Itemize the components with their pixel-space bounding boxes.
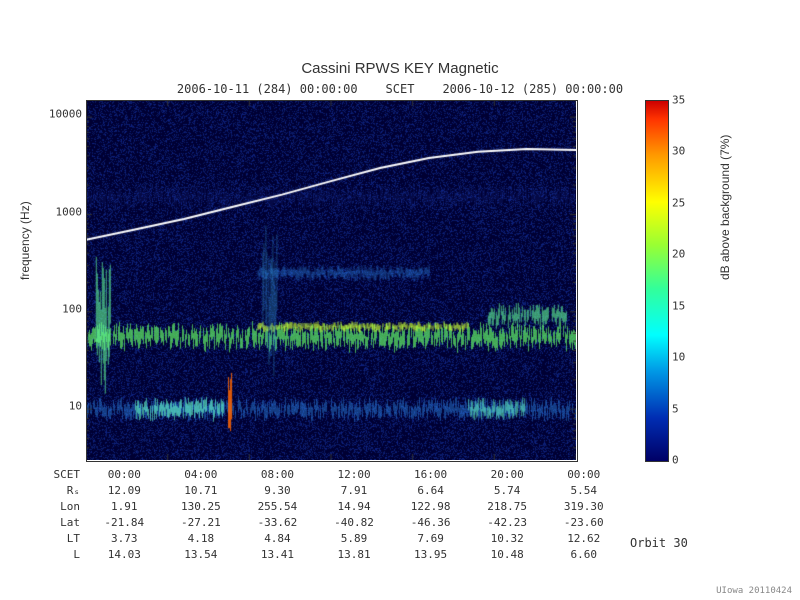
x-cell: 13.95 (392, 548, 469, 563)
x-table-row: LT3.734.184.845.897.6910.3212.62 (36, 532, 622, 547)
x-cell: 5.89 (316, 532, 393, 547)
x-cell: 255.54 (239, 500, 316, 515)
colorbar-tick: 5 (672, 402, 679, 415)
x-cell: -40.82 (316, 516, 393, 531)
x-row-label: Rₛ (36, 484, 86, 499)
x-cell: 3.73 (86, 532, 163, 547)
x-row-label: L (36, 548, 86, 563)
subtitle-center: SCET (386, 82, 415, 96)
x-cell: 4.18 (163, 532, 240, 547)
x-cell: 10.71 (163, 484, 240, 499)
x-cell: 7.91 (316, 484, 393, 499)
x-table-row: L14.0313.5413.4113.8113.9510.486.60 (36, 548, 622, 563)
x-table-row: SCET00:0004:0008:0012:0016:0020:0000:00 (36, 468, 622, 483)
x-cell: 5.74 (469, 484, 546, 499)
x-cell: 00:00 (545, 468, 622, 483)
x-cell: 1.91 (86, 500, 163, 515)
x-cell: 5.54 (545, 484, 622, 499)
x-cell: -27.21 (163, 516, 240, 531)
chart-title: Cassini RPWS KEY Magnetic (301, 60, 498, 77)
credit-label: UIowa 20110424 (716, 586, 792, 596)
x-cell: 122.98 (392, 500, 469, 515)
x-cell: 00:00 (86, 468, 163, 483)
spectrogram-plot (86, 100, 576, 460)
x-cell: 12:00 (316, 468, 393, 483)
x-cell: 14.94 (316, 500, 393, 515)
x-cell: 10.32 (469, 532, 546, 547)
x-cell: 6.64 (392, 484, 469, 499)
colorbar-tick: 0 (672, 454, 679, 467)
y-ticks: 10 100 1000 10000 (48, 100, 82, 460)
x-cell: 7.69 (392, 532, 469, 547)
x-cell: 13.81 (316, 548, 393, 563)
x-row-label: Lat (36, 516, 86, 531)
x-cell: 13.54 (163, 548, 240, 563)
x-cell: 08:00 (239, 468, 316, 483)
colorbar-tick: 30 (672, 145, 685, 158)
x-table-row: Lat-21.84-27.21-33.62-40.82-46.36-42.23-… (36, 516, 622, 531)
y-tick: 10000 (48, 108, 82, 121)
x-table-row: Lon1.91130.25255.5414.94122.98218.75319.… (36, 500, 622, 515)
x-cell: 12.62 (545, 532, 622, 547)
x-cell: 6.60 (545, 548, 622, 563)
x-cell: 12.09 (86, 484, 163, 499)
x-row-label: LT (36, 532, 86, 547)
x-cell: 4.84 (239, 532, 316, 547)
x-cell: -46.36 (392, 516, 469, 531)
colorbar-label: dB above background (7%) (718, 135, 732, 280)
x-cell: 9.30 (239, 484, 316, 499)
colorbar-tick: 15 (672, 299, 685, 312)
subtitle-left: 2006-10-11 (284) 00:00:00 (177, 82, 358, 96)
orbit-label: Orbit 30 (630, 536, 688, 550)
colorbar-tick: 10 (672, 351, 685, 364)
colorbar-tick: 25 (672, 196, 685, 209)
x-cell: 14.03 (86, 548, 163, 563)
x-cell: 04:00 (163, 468, 240, 483)
x-axis-table: SCET00:0004:0008:0012:0016:0020:0000:00R… (36, 468, 622, 564)
subtitle-right: 2006-10-12 (285) 00:00:00 (442, 82, 623, 96)
colorbar-tick: 20 (672, 248, 685, 261)
y-tick: 100 (48, 302, 82, 315)
x-cell: 10.48 (469, 548, 546, 563)
y-axis-label: frequency (Hz) (18, 201, 32, 280)
x-row-label: Lon (36, 500, 86, 515)
colorbar-tick: 35 (672, 94, 685, 107)
x-cell: 319.30 (545, 500, 622, 515)
x-cell: -21.84 (86, 516, 163, 531)
x-cell: 130.25 (163, 500, 240, 515)
x-cell: 13.41 (239, 548, 316, 563)
y-tick: 1000 (48, 205, 82, 218)
x-cell: 16:00 (392, 468, 469, 483)
x-cell: 218.75 (469, 500, 546, 515)
x-cell: -42.23 (469, 516, 546, 531)
spectrogram-canvas (86, 100, 576, 460)
x-cell: -23.60 (545, 516, 622, 531)
colorbar (645, 100, 669, 462)
x-row-label: SCET (36, 468, 86, 483)
x-cell: -33.62 (239, 516, 316, 531)
x-table-row: Rₛ12.0910.719.307.916.645.745.54 (36, 484, 622, 499)
colorbar-ticks: 05101520253035 (672, 100, 696, 460)
y-tick: 10 (48, 400, 82, 413)
x-cell: 20:00 (469, 468, 546, 483)
